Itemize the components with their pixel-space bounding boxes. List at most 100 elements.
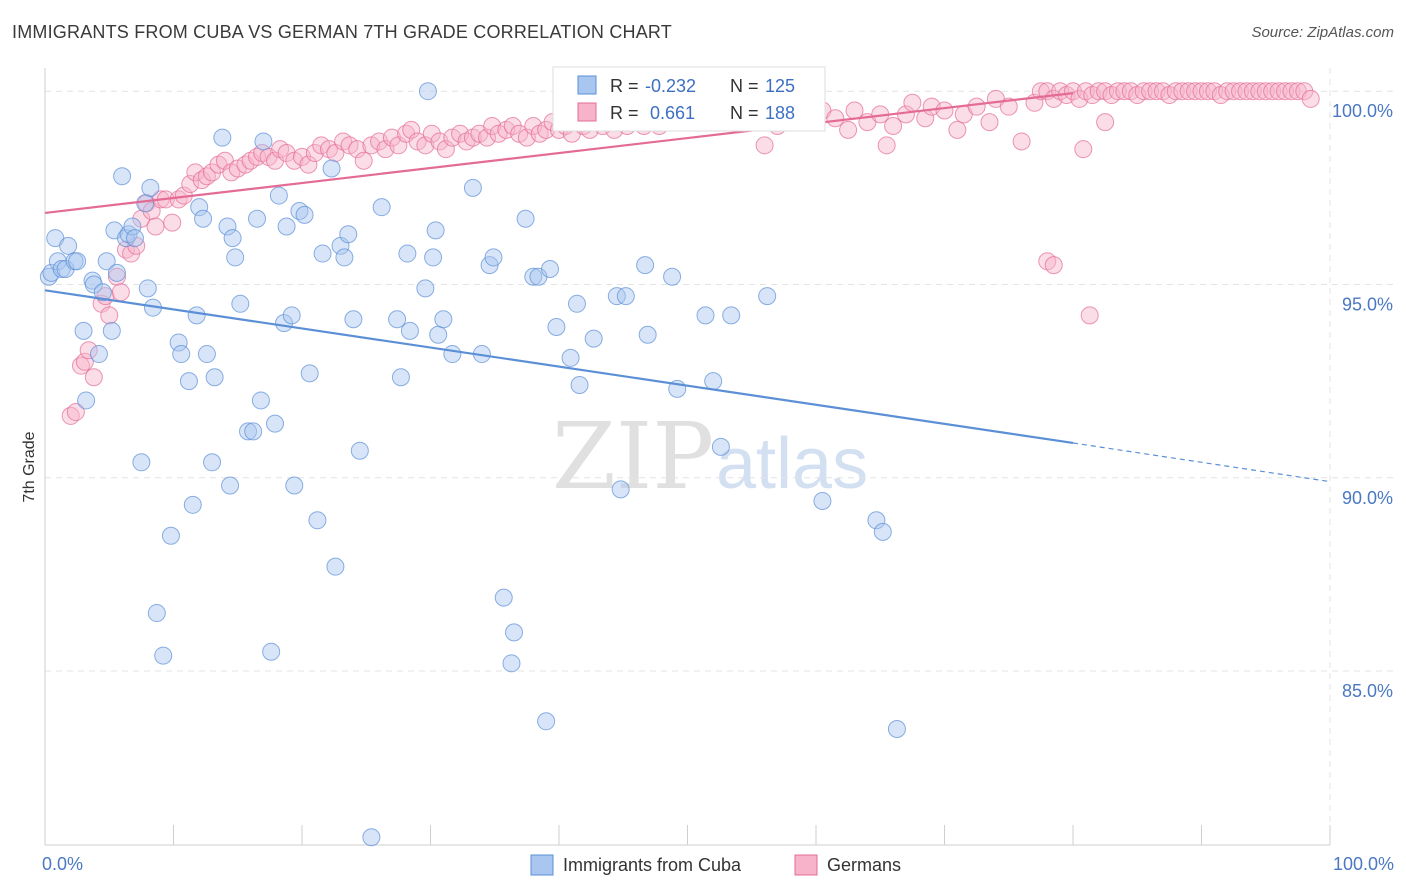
point-germans: [999, 97, 1018, 116]
point-germans: [111, 283, 130, 302]
point-germans: [1237, 82, 1256, 101]
point-germans: [948, 120, 967, 139]
point-cuba: [248, 209, 267, 228]
point-cuba: [638, 325, 657, 344]
point-cuba: [300, 364, 319, 383]
point-germans: [436, 140, 455, 159]
point-cuba: [616, 287, 635, 306]
point-cuba: [203, 453, 222, 472]
legend-r-label-germans: R =: [610, 103, 639, 123]
point-germans: [1179, 82, 1198, 101]
point-cuba: [187, 306, 206, 325]
point-cuba: [218, 217, 237, 236]
point-germans: [75, 352, 94, 371]
point-cuba: [443, 345, 462, 364]
point-cuba: [391, 368, 410, 387]
point-germans: [1256, 82, 1275, 101]
point-germans: [1186, 82, 1205, 101]
point-germans: [1295, 82, 1314, 101]
point-cuba: [313, 244, 332, 263]
point-germans: [348, 140, 367, 159]
point-germans: [1080, 306, 1099, 325]
point-cuba: [711, 437, 730, 456]
y-tick-label: 90.0%: [1342, 488, 1393, 508]
point-germans: [1282, 82, 1301, 101]
point-cuba: [335, 248, 354, 267]
point-cuba: [183, 495, 202, 514]
legend-r-value-cuba: -0.232: [645, 76, 696, 96]
point-cuba: [484, 248, 503, 267]
point-germans: [100, 306, 119, 325]
point-germans: [1192, 82, 1211, 101]
point-cuba: [434, 310, 453, 329]
legend-bottom-label-cuba: Immigrants from Cuba: [563, 855, 742, 875]
tick-labels: 100.0% 95.0% 90.0% 85.0% 0.0% 100.0%: [42, 101, 1394, 874]
point-cuba: [561, 348, 580, 367]
point-cuba: [308, 511, 327, 530]
point-germans: [1166, 82, 1185, 101]
point-cuba: [42, 263, 61, 282]
point-germans: [877, 136, 896, 155]
point-germans: [146, 217, 165, 236]
point-cuba: [262, 642, 281, 661]
point-cuba: [418, 82, 437, 101]
point-cuba: [505, 623, 524, 642]
point-cuba: [84, 275, 103, 294]
y-tick-label: 85.0%: [1342, 681, 1393, 701]
legend-n-value-germans: 188: [765, 103, 795, 123]
point-cuba: [102, 321, 121, 340]
point-germans: [1250, 82, 1269, 101]
point-cuba: [285, 476, 304, 495]
point-germans: [478, 128, 497, 147]
legend-bottom-swatch-germans: [794, 854, 818, 876]
point-cuba: [251, 391, 270, 410]
point-cuba: [107, 263, 126, 282]
trend-line-germans: [44, 92, 1074, 215]
point-germans: [163, 213, 182, 232]
point-germans: [1218, 82, 1237, 101]
point-cuba: [89, 345, 108, 364]
point-cuba: [426, 221, 445, 240]
point-cuba: [277, 217, 296, 236]
point-cuba: [813, 491, 832, 510]
trend-lines: [44, 92, 1331, 483]
point-cuba: [339, 225, 358, 244]
point-cuba: [123, 217, 142, 236]
watermark-zip: ZIP: [552, 403, 714, 510]
point-cuba: [169, 333, 188, 352]
point-cuba: [326, 557, 345, 576]
point-germans: [422, 124, 441, 143]
point-cuba: [400, 321, 419, 340]
point-germans: [483, 116, 502, 135]
point-cuba: [424, 248, 443, 267]
point-germans: [935, 101, 954, 120]
point-cuba: [239, 422, 258, 441]
point-cuba: [516, 209, 535, 228]
point-germans: [84, 368, 103, 387]
legend-swatch-germans: [577, 102, 597, 122]
point-germans: [1012, 132, 1031, 151]
point-cuba: [502, 654, 521, 673]
point-cuba: [125, 229, 144, 248]
point-cuba: [194, 209, 213, 228]
point-cuba: [350, 441, 369, 460]
point-germans: [203, 163, 222, 182]
point-cuba: [570, 375, 589, 394]
point-germans: [980, 113, 999, 132]
point-cuba: [636, 256, 655, 275]
axes: [44, 68, 1331, 846]
legend-bottom-swatch-cuba: [530, 854, 554, 876]
point-cuba: [223, 229, 242, 248]
point-cuba: [221, 476, 240, 495]
point-germans: [967, 97, 986, 116]
point-cuba: [696, 306, 715, 325]
point-cuba: [758, 287, 777, 306]
point-germans: [416, 136, 435, 155]
point-cuba: [295, 205, 314, 224]
chart-source: Source: ZipAtlas.com: [1251, 24, 1394, 41]
point-cuba: [429, 325, 448, 344]
point-germans: [1064, 82, 1082, 101]
legend-bottom-label-germans: Germans: [827, 855, 901, 875]
point-cuba: [282, 306, 301, 325]
